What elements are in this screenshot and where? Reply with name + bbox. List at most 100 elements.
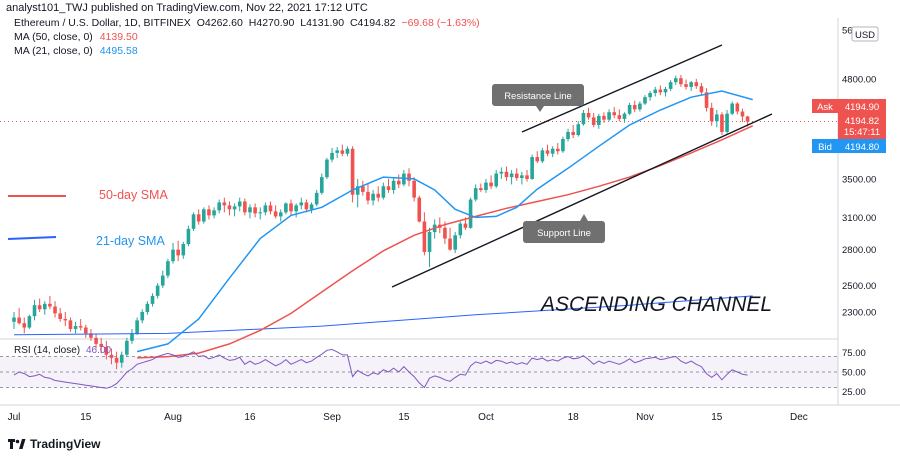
candle-body: [668, 82, 673, 89]
candle-body: [78, 326, 83, 328]
candle-body: [550, 148, 555, 154]
candle-body: [555, 148, 560, 152]
ma50-legend: MA (50, close, 0) 4139.50: [14, 31, 138, 43]
rsi-tick-label: 50.00: [842, 368, 866, 379]
candle-body: [268, 205, 273, 212]
candle-body: [361, 186, 365, 192]
bid-price: 4194.80: [845, 142, 879, 153]
candle-body: [202, 209, 206, 222]
tradingview-footer[interactable]: TradingView: [8, 437, 100, 451]
tradingview-brand: TradingView: [30, 437, 101, 451]
candle-body: [571, 131, 575, 136]
currency-label: USD: [855, 30, 875, 41]
candle-body: [155, 285, 160, 296]
open-value: O4262.60: [196, 17, 243, 29]
candle-body: [345, 148, 350, 154]
price-tick-label: 3100.00: [842, 213, 876, 224]
candle-body: [58, 313, 62, 319]
candle-body: [561, 139, 565, 152]
candle-body: [709, 107, 714, 122]
time-tick-label: Jul: [8, 412, 21, 423]
price-tick-label: 2500.00: [842, 281, 876, 292]
candle-body: [140, 312, 145, 321]
candle-body: [607, 112, 611, 120]
candle-body: [114, 357, 119, 363]
candle-body: [217, 202, 221, 211]
candle-body: [473, 188, 478, 200]
candle-body: [376, 193, 381, 198]
ma50-label[interactable]: MA (50, close, 0): [14, 31, 93, 43]
high-value: H4270.90: [248, 17, 295, 29]
candle-body: [427, 232, 432, 252]
candle-body: [289, 203, 293, 212]
candle-body: [514, 173, 519, 179]
candle-body: [17, 317, 21, 324]
candle-body: [407, 173, 411, 181]
candle-body: [530, 157, 534, 179]
candle-body: [396, 180, 401, 185]
candle-body: [622, 113, 627, 119]
time-axis-ticks: Jul 15 Aug 16 Sep 15 Oct 18 Nov 15 Dec: [8, 412, 808, 423]
candle-body: [263, 205, 268, 213]
price-axis-ticks: 5600.004800.003500.003100.002800.002500.…: [0, 26, 876, 398]
support-channel-line[interactable]: [391, 113, 773, 288]
candle-body: [68, 320, 73, 329]
sma50-annotation: 50-day SMA: [99, 188, 168, 202]
moving-averages: [13, 90, 754, 359]
candle-body: [176, 249, 180, 256]
candle-body: [125, 340, 129, 355]
candle-body: [684, 84, 688, 87]
candle-body: [448, 238, 452, 250]
candlestick-series: [12, 74, 750, 370]
candle-body: [314, 192, 319, 205]
resistance-channel-line[interactable]: [521, 44, 723, 133]
symbol-name[interactable]: Ethereum / U.S. Dollar, 1D, BITFINEX: [14, 17, 191, 29]
currency-badge[interactable]: USD: [851, 26, 879, 42]
bid-badge: Bid 4194.80: [812, 139, 886, 153]
bar-countdown: 15:47:11: [844, 127, 880, 138]
candle-body: [181, 244, 186, 256]
symbol-legend: Ethereum / U.S. Dollar, 1D, BITFINEX O42…: [14, 17, 480, 29]
ask-price: 4194.90: [845, 102, 879, 113]
candle-body: [84, 327, 88, 334]
candle-body: [340, 150, 345, 154]
candle-body: [617, 115, 622, 119]
candle-body: [171, 249, 175, 262]
ma21-value: 4495.58: [99, 45, 138, 57]
sma21-annotation: 21-day SMA: [96, 234, 165, 248]
candle-body: [284, 203, 288, 213]
candle-body: [417, 197, 422, 222]
support-label: Support Line: [537, 228, 591, 239]
price-tick-label: 3500.00: [842, 174, 876, 185]
candle-body: [196, 214, 201, 222]
candle-body: [494, 173, 499, 187]
candle-body: [597, 115, 601, 125]
candle-body: [581, 112, 586, 125]
candle-body: [443, 227, 447, 239]
ask-badge: Ask 4194.90: [812, 99, 886, 113]
time-tick-label: 15: [711, 412, 723, 423]
last-price: 4194.82: [845, 116, 879, 127]
candle-body: [504, 171, 509, 178]
candle-body: [525, 175, 529, 179]
candle-body: [207, 209, 211, 216]
candle-body: [745, 116, 750, 122]
candle-body: [63, 318, 68, 321]
candle-body: [309, 204, 314, 210]
candle-body: [468, 199, 473, 228]
time-tick-label: Dec: [790, 412, 808, 423]
candle-body: [237, 201, 242, 207]
rsi-tick-label: 75.00: [842, 348, 866, 359]
candle-body: [386, 186, 391, 191]
candle-body: [191, 214, 196, 229]
candle-body: [653, 89, 658, 94]
rsi-label[interactable]: RSI (14, close): [14, 345, 80, 356]
candle-body: [586, 112, 591, 118]
sma21-key-line: [7, 236, 57, 240]
candle-body: [391, 180, 396, 191]
candle-body: [53, 306, 57, 314]
ask-label: Ask: [817, 102, 833, 113]
ma21-label[interactable]: MA (21, close, 0): [14, 45, 93, 57]
time-tick-label: 15: [80, 412, 92, 423]
